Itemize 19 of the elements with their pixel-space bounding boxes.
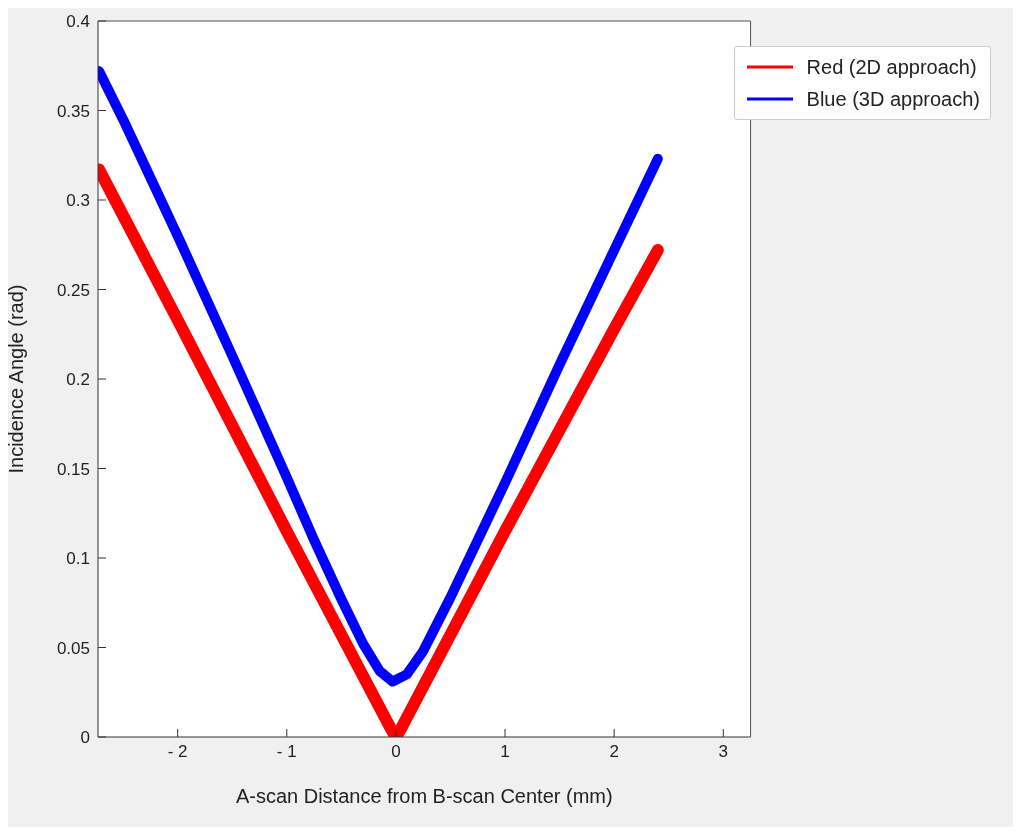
x-tick-label: - 1 <box>276 742 297 762</box>
y-tick-label: 0.25 <box>56 280 90 300</box>
y-tick-label: 0.3 <box>66 191 90 211</box>
y-tick-label: 0.4 <box>66 12 90 32</box>
y-tick-label: 0.05 <box>56 638 90 658</box>
x-tick-label: 1 <box>500 742 510 762</box>
x-tick-label: 2 <box>609 742 619 762</box>
x-axis-title: A-scan Distance from B-scan Center (mm) <box>235 785 613 807</box>
x-tick-label: 3 <box>718 742 729 762</box>
y-axis-title: Incidence Angle (rad) <box>5 284 28 474</box>
y-tick-label: 0.15 <box>56 459 90 479</box>
y-tick-label: 0.2 <box>66 370 90 390</box>
y-tick-label: 0 <box>80 728 90 748</box>
legend-label: Blue (3D approach) <box>806 87 980 111</box>
y-tick-label: 0.1 <box>66 549 90 569</box>
x-tick-label: - 2 <box>167 742 188 762</box>
legend-label: Red (2D approach) <box>806 55 977 79</box>
y-tick-label: 0.35 <box>56 101 90 121</box>
x-tick-label: 0 <box>391 742 401 762</box>
